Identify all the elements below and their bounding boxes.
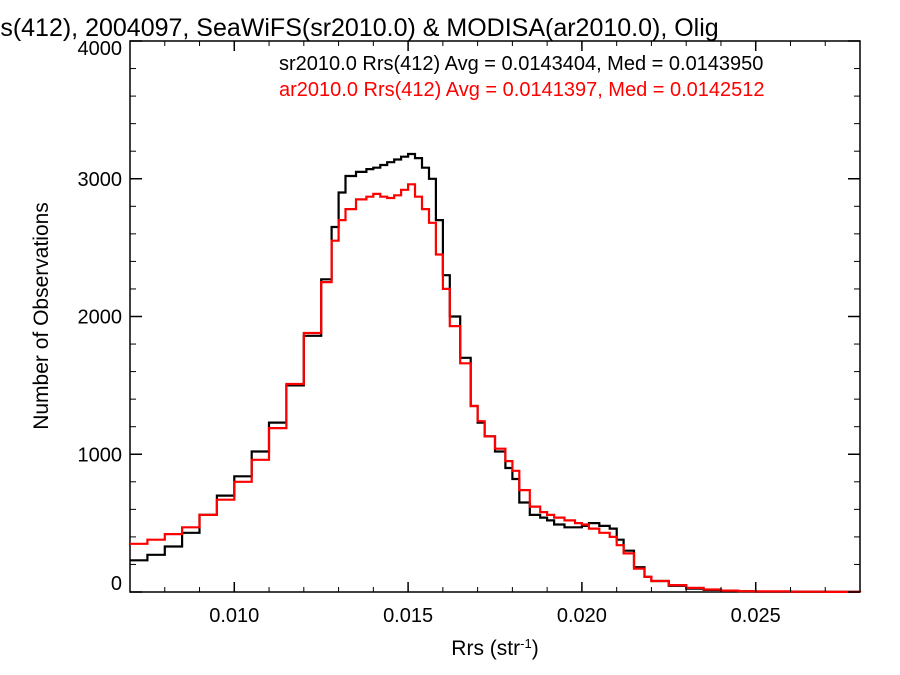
y-axis-title: Number of Observations — [30, 202, 53, 430]
y-tick-label-2: 2000 — [78, 307, 123, 329]
y-axis: 0 1000 2000 3000 4000 — [78, 38, 860, 595]
x-tick-label-3: 0.025 — [731, 605, 781, 627]
y-tick-label-4: 4000 — [78, 38, 123, 60]
y-tick-label-1: 1000 — [78, 444, 123, 466]
x-axis-title: Rrs (str-1) — [451, 636, 538, 661]
x-axis-title-main: Rrs (str — [451, 637, 520, 660]
x-axis-title-superscript: -1 — [520, 636, 532, 651]
x-axis-title-close: ) — [532, 637, 539, 660]
legend-entry-sr2010: sr2010.0 Rrs(412) Avg = 0.0143404, Med =… — [279, 53, 763, 75]
y-tick-label-3: 3000 — [78, 169, 123, 191]
x-tick-label-0: 0.010 — [209, 605, 259, 627]
series-layer — [130, 152, 862, 593]
plot-frame — [129, 40, 861, 593]
legend-entry-ar2010: ar2010.0 Rrs(412) Avg = 0.0141397, Med =… — [279, 79, 765, 101]
y-tick-label-0: 0 — [111, 573, 122, 595]
chart-title: rs(412), 2004097, SeaWiFS(sr2010.0) & MO… — [0, 14, 719, 42]
series-line-1 — [130, 183, 862, 593]
x-axis: 0.010 0.015 0.020 0.025 — [129, 41, 861, 627]
x-tick-label-2: 0.020 — [557, 605, 607, 627]
series-line-0 — [130, 152, 862, 593]
x-tick-label-1: 0.015 — [383, 605, 433, 627]
